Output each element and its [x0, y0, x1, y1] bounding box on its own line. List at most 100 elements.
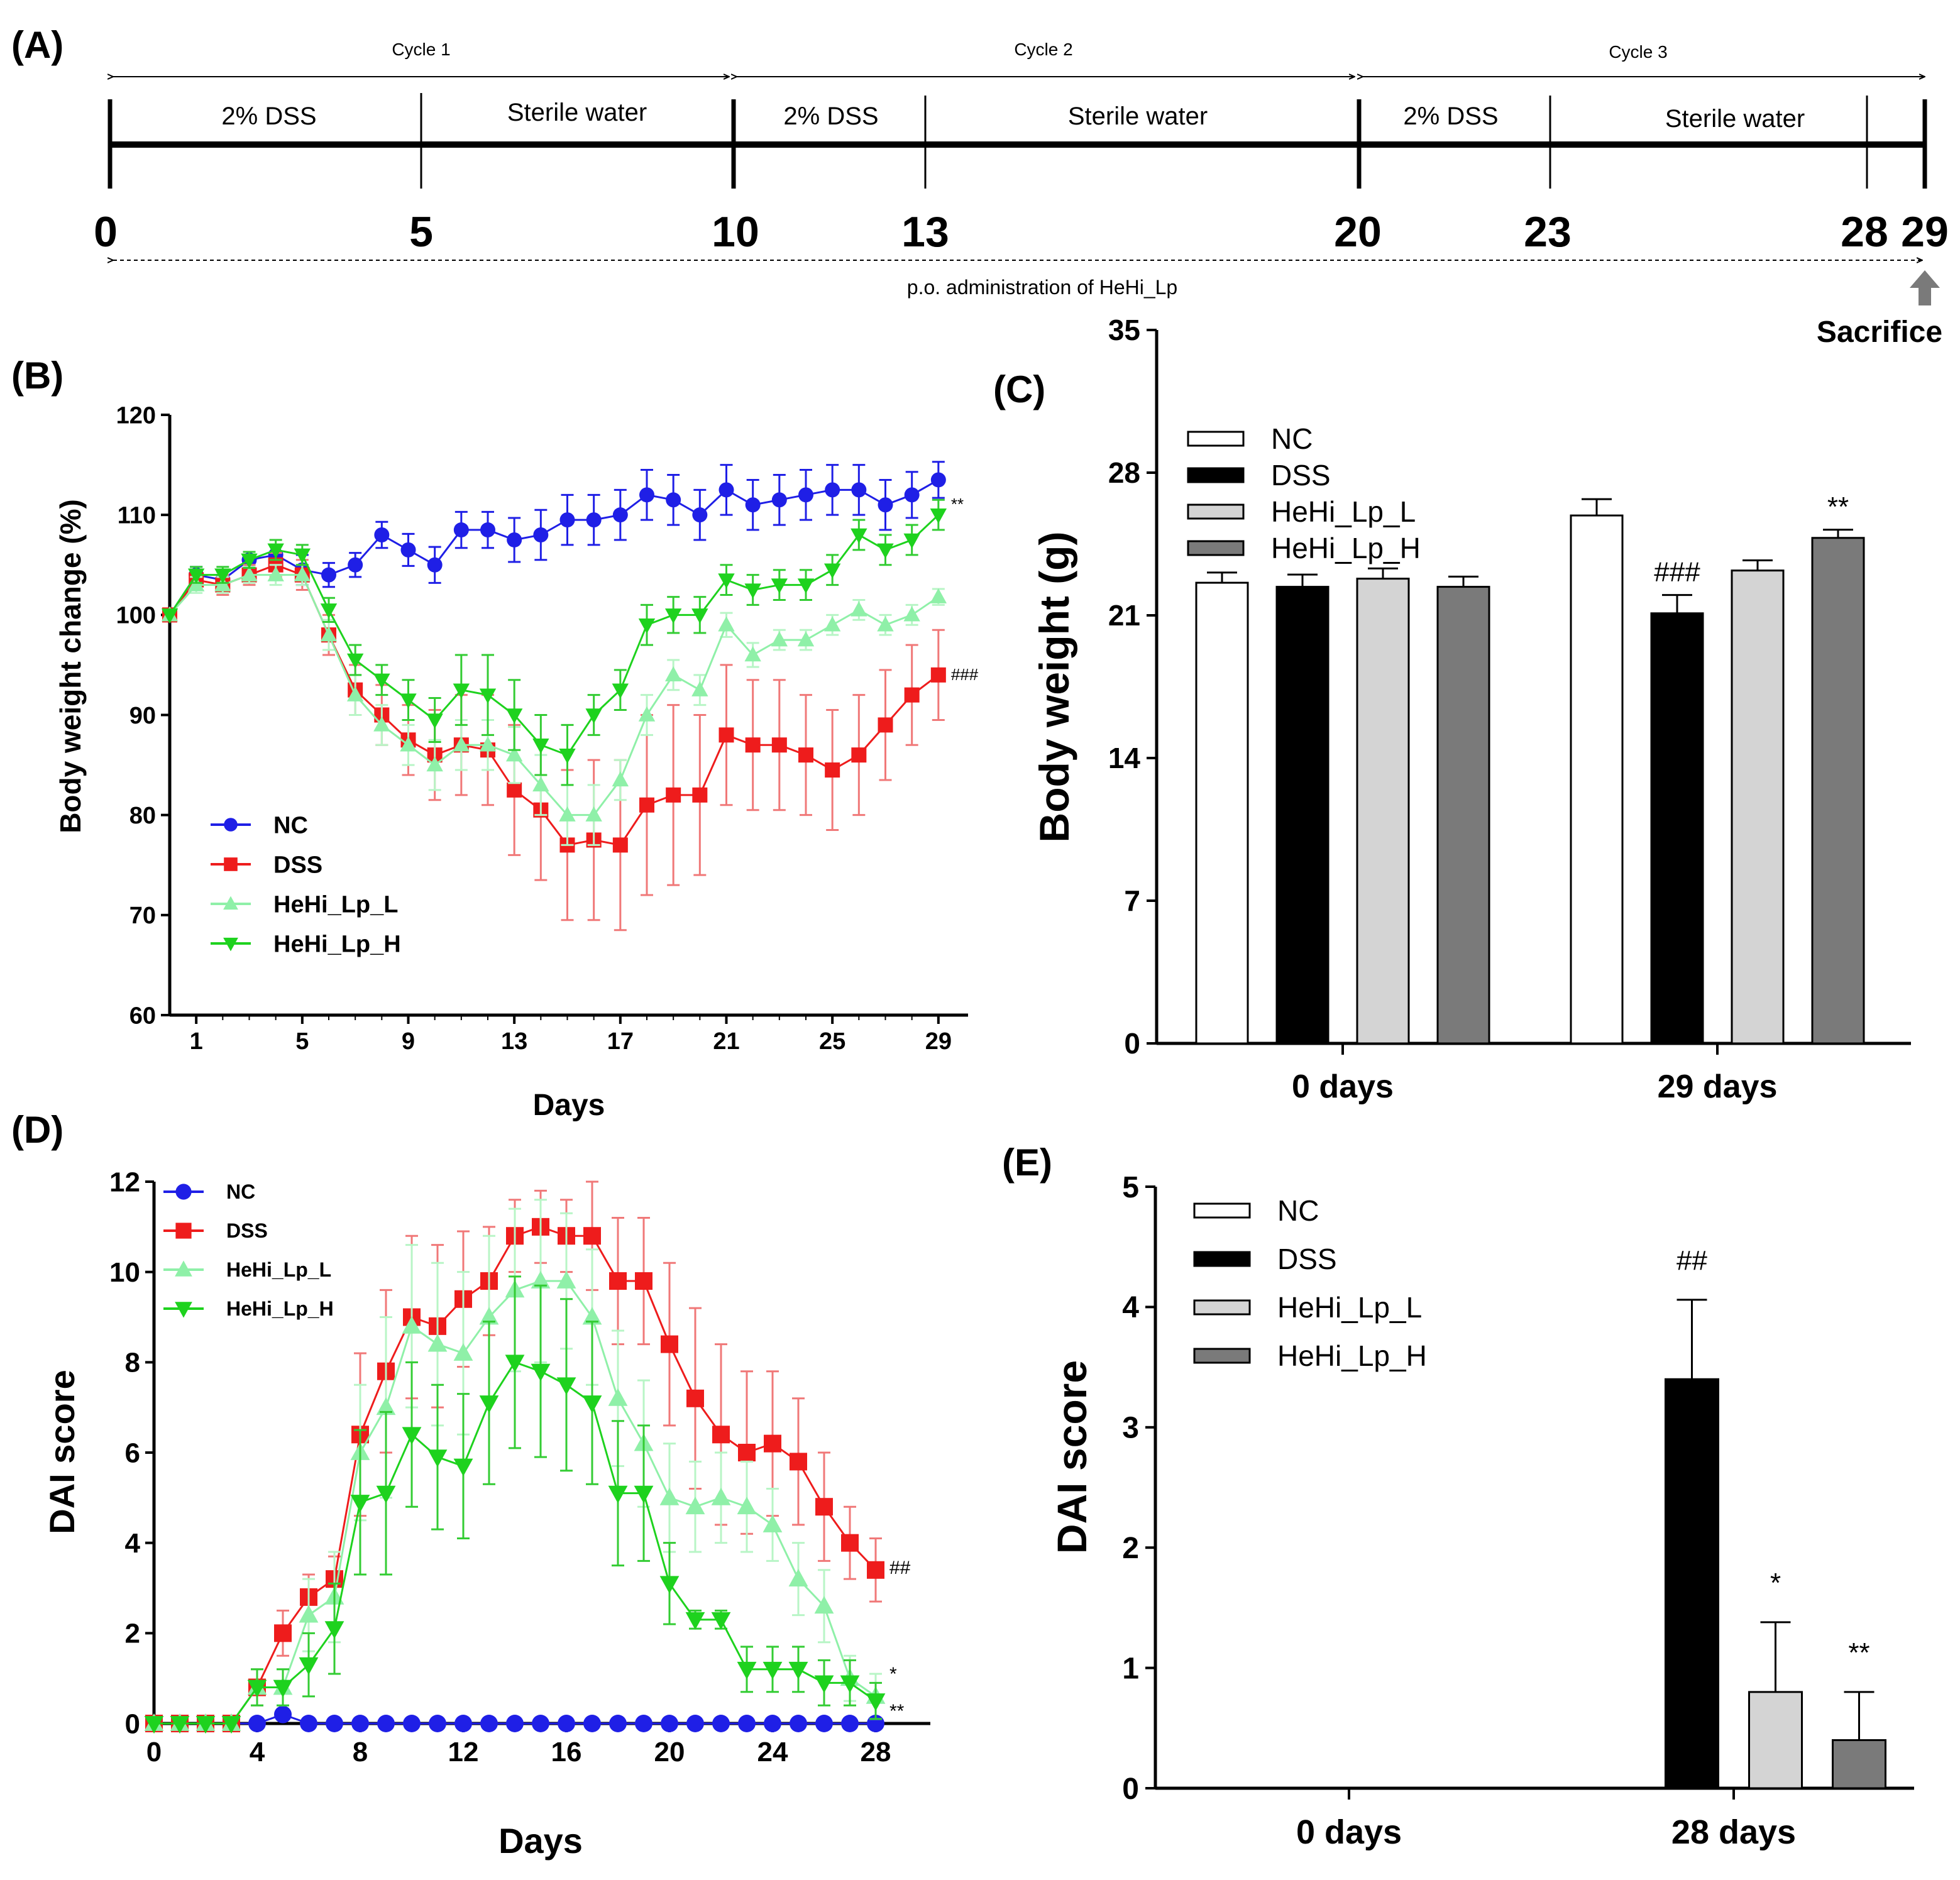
legend-label: NC — [273, 812, 308, 838]
legend-swatch — [1187, 431, 1245, 447]
x-tick-label: 12 — [448, 1737, 479, 1767]
legend-label: HeHi_Lp_L — [1271, 495, 1416, 528]
bar-nc — [1195, 581, 1249, 1045]
data-point — [532, 739, 549, 754]
data-point — [815, 1715, 833, 1732]
data-point — [377, 1715, 395, 1732]
data-point — [402, 1427, 422, 1445]
data-point — [506, 1715, 524, 1732]
legend-swatch — [1187, 540, 1245, 556]
chart-b-xlabel: Days — [533, 1089, 605, 1122]
legend-label: HeHi_Lp_H — [273, 931, 401, 957]
panel-label-b: (B) — [11, 355, 63, 397]
data-point — [429, 1715, 446, 1732]
timeline-day-13: 13 — [901, 208, 949, 256]
x-tick-label: 17 — [607, 1028, 634, 1055]
significance-mark: ## — [889, 1558, 911, 1578]
data-point — [691, 681, 708, 696]
data-point — [790, 1453, 807, 1471]
data-point — [294, 566, 311, 581]
data-point — [480, 522, 495, 538]
legend-item-nc: NC — [1187, 422, 1313, 455]
data-point — [505, 746, 523, 762]
data-point — [638, 706, 656, 722]
data-point — [930, 472, 946, 488]
chart-c-axes: 0 7 14 21 28 35 0 days 29 days — [1108, 314, 1911, 1105]
legend-marker — [224, 857, 238, 871]
legend-item-hehi_lp_h: HeHi_Lp_H — [1187, 532, 1421, 564]
data-point — [692, 507, 708, 523]
legend-item-nc: NC — [211, 812, 308, 838]
series-hehi_lp_h — [144, 1275, 886, 1734]
data-point — [479, 688, 497, 704]
significance-mark: ### — [951, 665, 979, 684]
significance-mark: ** — [951, 495, 964, 514]
data-point — [664, 608, 682, 624]
legend-item-hehi_lp_l: HeHi_Lp_L — [211, 891, 398, 918]
data-point — [764, 1715, 781, 1732]
data-point — [763, 1661, 783, 1679]
bar-hehi_lp_l — [1731, 569, 1785, 1045]
legend-label: HeHi_Lp_L — [1277, 1291, 1422, 1324]
data-point — [324, 1621, 344, 1639]
data-point — [904, 687, 920, 703]
legend-item-hehi_lp_h: HeHi_Lp_H — [1193, 1339, 1427, 1372]
chart-d-ylabel: DAI score — [42, 1370, 82, 1534]
legend-item-hehi_lp_h: HeHi_Lp_H — [163, 1297, 334, 1320]
data-point — [686, 1389, 704, 1407]
data-point — [903, 606, 920, 622]
data-point — [666, 787, 681, 803]
series-line — [168, 479, 939, 616]
x-tick-label: 24 — [757, 1737, 788, 1767]
data-point — [612, 771, 629, 787]
data-point — [582, 1307, 602, 1325]
data-point — [764, 1434, 781, 1453]
data-point — [348, 557, 363, 573]
data-point — [738, 1444, 756, 1461]
data-point — [718, 573, 735, 589]
legend-label: NC — [1271, 422, 1313, 455]
data-point — [559, 512, 575, 528]
data-point — [320, 626, 338, 642]
chart-c-ylabel: Body weight (g) — [1031, 532, 1077, 843]
phase-dss-3: 2% DSS — [1403, 102, 1498, 130]
x-tick-label: 25 — [819, 1028, 845, 1055]
data-point — [638, 618, 656, 634]
data-point — [840, 1675, 860, 1693]
chart-e-annotations: ##*** — [1676, 1245, 1870, 1668]
data-point — [346, 653, 364, 669]
data-point — [427, 1449, 448, 1468]
data-point — [711, 1487, 731, 1505]
significance-mark: * — [1770, 1568, 1781, 1598]
legend-label: DSS — [226, 1219, 268, 1242]
data-point — [609, 1272, 627, 1290]
legend-label: DSS — [1277, 1243, 1337, 1275]
data-point — [273, 1679, 293, 1698]
x-tick-label: 29 days — [1658, 1069, 1778, 1105]
data-point — [350, 1495, 370, 1513]
cycle-1-label: Cycle 1 — [392, 40, 450, 59]
chart-c-plot — [1195, 498, 1865, 1045]
data-point — [221, 1716, 241, 1734]
legend-label: HeHi_Lp_H — [1271, 532, 1421, 564]
data-point — [797, 631, 815, 647]
data-point — [788, 1661, 808, 1679]
data-point — [851, 747, 867, 763]
data-point — [639, 797, 654, 813]
chart-e-axes: 0 1 2 3 4 5 0 days 28 days — [1122, 1171, 1914, 1851]
data-point — [453, 683, 470, 699]
legend-item-nc: NC — [1193, 1194, 1319, 1227]
data-point — [661, 1715, 678, 1732]
data-point — [505, 708, 523, 724]
series-nc — [162, 461, 946, 623]
data-point — [878, 717, 893, 733]
bar-hehi_lp_h — [1811, 537, 1865, 1045]
timeline-day-28: 28 — [1841, 208, 1888, 256]
x-tick-label: 0 days — [1292, 1069, 1394, 1105]
legend-label: DSS — [1271, 459, 1331, 492]
data-point — [867, 1561, 884, 1579]
x-tick-label: 28 — [861, 1737, 891, 1767]
data-point — [426, 713, 443, 729]
